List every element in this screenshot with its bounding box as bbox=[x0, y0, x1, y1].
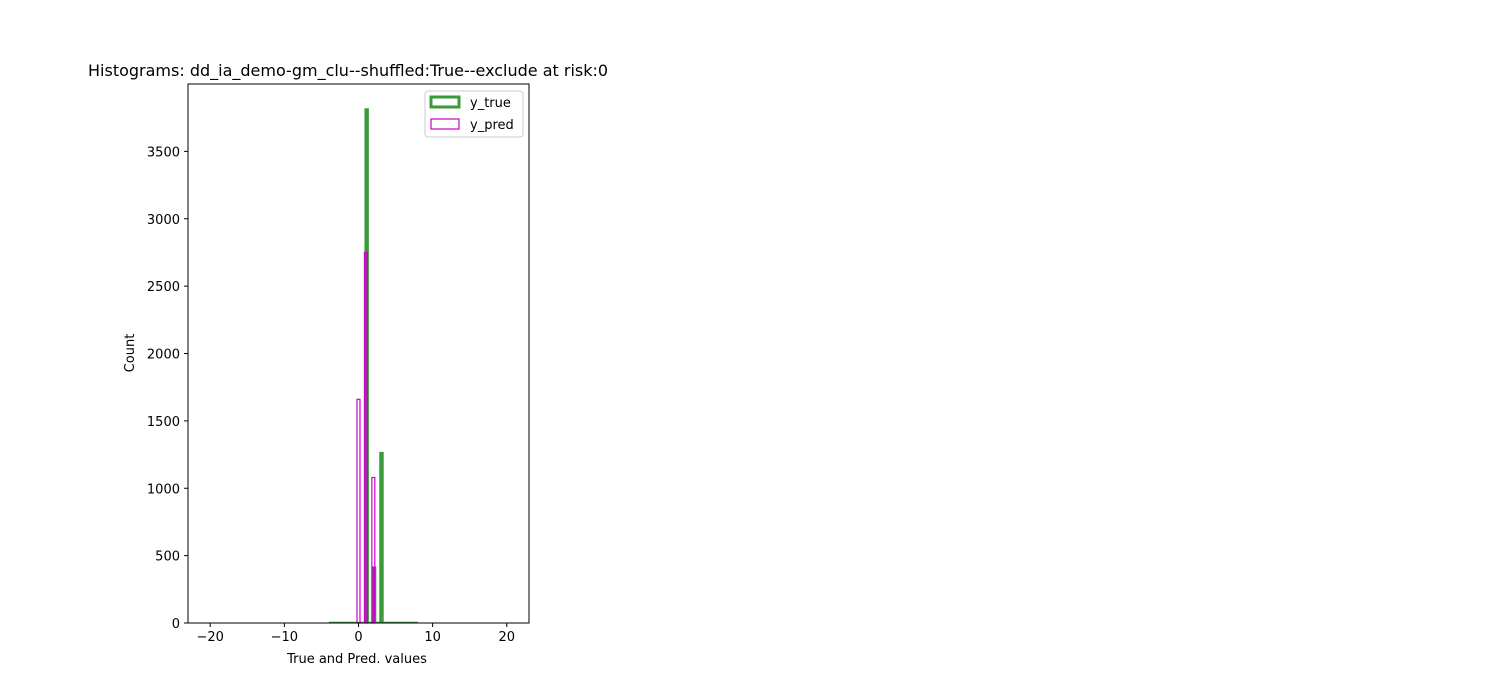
y-tick-label-6: 3000 bbox=[147, 213, 180, 228]
y-tick-label-3: 1500 bbox=[147, 415, 180, 430]
x-axis-label: True and Pred. values bbox=[286, 652, 427, 667]
y-true-bar-2 bbox=[379, 451, 384, 623]
legend-swatch-y-true bbox=[429, 95, 461, 109]
y-tick-label-2: 1000 bbox=[147, 482, 180, 497]
legend: y_true y_pred bbox=[424, 90, 524, 138]
legend-label-y-true: y_true bbox=[470, 96, 511, 111]
y-tick-label-1: 500 bbox=[155, 550, 180, 565]
y-axis-label: Count bbox=[123, 334, 138, 373]
axes: −20 −10 0 10 20 0 500 1000 1500 2000 2500 3000 3500 bbox=[147, 83, 530, 645]
chart-title: Histograms: dd_ia_demo-gm_clu--shuffled:… bbox=[88, 61, 608, 81]
x-tick-label-3: 10 bbox=[424, 630, 441, 645]
plot-frame bbox=[187, 83, 530, 624]
x-tick-label-4: 20 bbox=[498, 630, 515, 645]
legend-swatch-y-pred bbox=[430, 118, 460, 130]
y-pred-overlap-2 bbox=[371, 566, 375, 623]
y-tick-label-7: 3500 bbox=[147, 145, 180, 160]
y-tick-label-4: 2000 bbox=[147, 348, 180, 363]
y-pred-bar-0 bbox=[356, 398, 361, 624]
y-pred-overlap-1 bbox=[364, 252, 368, 623]
x-tick-label-1: −10 bbox=[271, 630, 298, 645]
y-tick-label-5: 2500 bbox=[147, 280, 180, 295]
x-tick-label-0: −20 bbox=[197, 630, 224, 645]
x-tick-label-2: 0 bbox=[354, 630, 362, 645]
legend-frame bbox=[424, 90, 524, 138]
legend-label-y-pred: y_pred bbox=[470, 118, 514, 133]
y-tick-label-0: 0 bbox=[172, 617, 180, 632]
plot-area bbox=[328, 108, 418, 624]
